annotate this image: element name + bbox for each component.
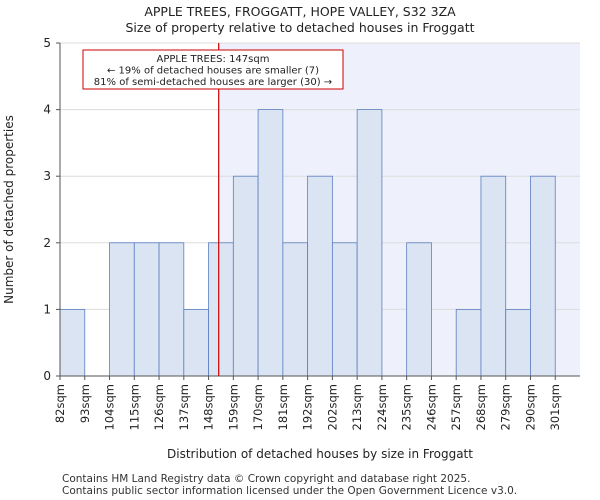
bar — [232, 175, 259, 377]
y-tick-label: 4 — [43, 103, 51, 117]
chart-title: APPLE TREES, FROGGATT, HOPE VALLEY, S32 … — [144, 4, 456, 19]
bar — [257, 109, 284, 377]
x-axis-label: Distribution of detached houses by size … — [167, 447, 473, 461]
x-tick-label: 181sqm — [276, 384, 290, 430]
x-tick-label: 159sqm — [226, 384, 240, 430]
bar — [530, 175, 556, 377]
bar — [282, 242, 309, 377]
x-tick-label: 257sqm — [449, 384, 463, 430]
y-tick-label: 5 — [43, 36, 51, 50]
bar — [331, 242, 358, 377]
x-tick-label: 82sqm — [53, 384, 67, 423]
y-tick-label: 1 — [43, 302, 51, 316]
bar — [356, 109, 383, 377]
footer-line-2: Contains public sector information licen… — [62, 485, 518, 497]
y-tick-label: 0 — [43, 369, 51, 383]
y-tick-label: 2 — [43, 236, 51, 250]
bar — [158, 242, 185, 377]
annotation-box — [82, 49, 344, 90]
x-tick-label: 126sqm — [152, 384, 166, 430]
annotation-line: ← 19% of detached houses are smaller (7) — [107, 66, 319, 77]
x-tick-label: 192sqm — [301, 384, 315, 430]
x-tick-label: 268sqm — [474, 384, 488, 430]
x-tick-label: 93sqm — [78, 384, 92, 423]
bar — [480, 175, 507, 377]
x-tick-label: 202sqm — [325, 384, 339, 430]
bar — [109, 242, 135, 377]
x-tick-label: 301sqm — [548, 384, 562, 430]
x-tick-label: 290sqm — [523, 384, 537, 430]
y-tick-label: 3 — [43, 169, 51, 183]
bar — [406, 242, 432, 377]
footer-line-1: Contains HM Land Registry data © Crown c… — [62, 473, 471, 485]
x-tick-label: 246sqm — [424, 384, 438, 430]
x-tick-label: 148sqm — [202, 384, 216, 430]
chart-subtitle: Size of property relative to detached ho… — [125, 20, 475, 35]
bar — [208, 242, 234, 377]
annotation-line: APPLE TREES: 147sqm — [157, 54, 270, 65]
x-tick-label: 104sqm — [103, 384, 117, 430]
bar — [59, 308, 86, 377]
annotation-line: 81% of semi-detached houses are larger (… — [94, 77, 332, 88]
x-tick-label: 224sqm — [375, 384, 389, 430]
x-tick-label: 279sqm — [499, 384, 513, 430]
bar — [183, 308, 209, 377]
x-tick-label: 213sqm — [350, 384, 364, 430]
bar — [307, 175, 333, 377]
x-tick-label: 137sqm — [177, 384, 191, 430]
x-tick-label: 115sqm — [127, 384, 141, 430]
y-axis-label: Number of detached properties — [2, 115, 16, 304]
x-tick-label: 235sqm — [400, 384, 414, 430]
x-tick-label: 170sqm — [251, 384, 265, 430]
bar — [133, 242, 160, 377]
bar — [505, 308, 531, 377]
bar — [455, 308, 482, 377]
